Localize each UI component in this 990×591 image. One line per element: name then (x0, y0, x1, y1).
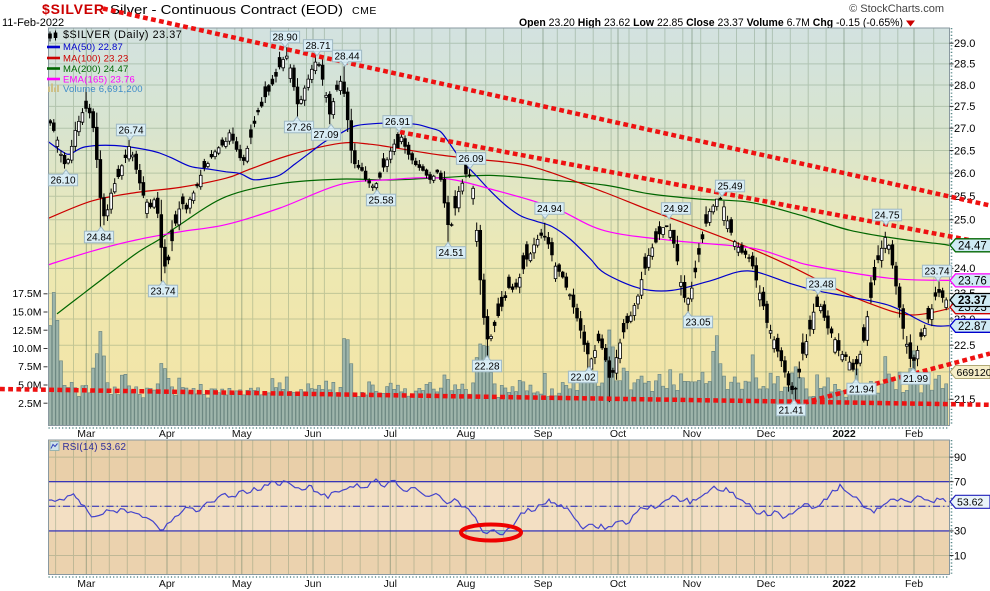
svg-text:24.92: 24.92 (663, 204, 688, 215)
svg-text:CME: CME (352, 5, 377, 17)
svg-text:Nov: Nov (683, 428, 702, 440)
svg-text:2022: 2022 (832, 428, 856, 440)
svg-text:23.74: 23.74 (924, 267, 949, 278)
svg-text:24.47: 24.47 (958, 240, 987, 252)
svg-text:24.84: 24.84 (86, 233, 111, 244)
svg-text:Oct: Oct (610, 578, 626, 590)
svg-text:10: 10 (954, 550, 966, 562)
svg-text:27.26: 27.26 (286, 123, 311, 134)
svg-text:21.99: 21.99 (903, 374, 928, 385)
svg-text:5.0M: 5.0M (18, 380, 41, 392)
svg-text:Volume 6,691,200: Volume 6,691,200 (63, 84, 143, 95)
svg-text:MA(200) 24.47: MA(200) 24.47 (63, 64, 128, 75)
svg-text:Silver - Continuous Contract (: Silver - Continuous Contract (EOD) (110, 3, 343, 17)
svg-text:53.62: 53.62 (957, 497, 983, 509)
svg-text:22.02: 22.02 (570, 373, 595, 384)
svg-text:26.10: 26.10 (50, 176, 75, 187)
svg-text:7.5M: 7.5M (18, 361, 41, 373)
svg-text:© StockCharts.com: © StockCharts.com (849, 3, 944, 15)
svg-text:22.28: 22.28 (474, 362, 499, 373)
svg-text:Mar: Mar (77, 578, 96, 590)
svg-text:Apr: Apr (159, 428, 176, 440)
svg-text:23.48: 23.48 (808, 280, 833, 291)
svg-text:28.71: 28.71 (305, 41, 330, 52)
svg-text:Feb: Feb (905, 578, 923, 590)
svg-text:May: May (232, 428, 253, 440)
svg-text:25.0: 25.0 (954, 215, 975, 227)
svg-text:27.5: 27.5 (954, 101, 975, 113)
svg-text:23.74: 23.74 (150, 287, 175, 298)
svg-text:24.51: 24.51 (438, 248, 463, 259)
svg-text:Jul: Jul (384, 428, 397, 440)
svg-text:Feb: Feb (905, 428, 923, 440)
svg-text:30: 30 (954, 526, 966, 538)
svg-text:2.5M: 2.5M (18, 398, 41, 410)
svg-text:25.58: 25.58 (368, 196, 393, 207)
svg-text:MA(50) 22.87: MA(50) 22.87 (63, 42, 123, 53)
svg-text:26.91: 26.91 (385, 117, 410, 128)
svg-text:27.0: 27.0 (954, 123, 975, 135)
svg-text:Sep: Sep (534, 578, 553, 590)
svg-text:27.09: 27.09 (313, 130, 338, 141)
svg-text:29.0: 29.0 (954, 38, 975, 50)
svg-text:26.5: 26.5 (954, 145, 975, 157)
svg-text:26.09: 26.09 (458, 154, 483, 165)
svg-text:26.0: 26.0 (954, 168, 975, 180)
svg-text:22.5: 22.5 (954, 340, 975, 352)
svg-text:23.76: 23.76 (958, 275, 987, 287)
svg-text:28.90: 28.90 (272, 33, 297, 44)
svg-text:90: 90 (954, 452, 966, 464)
svg-text:15.0M: 15.0M (12, 307, 41, 319)
svg-text:Jun: Jun (305, 578, 322, 590)
svg-text:Apr: Apr (159, 578, 176, 590)
svg-text:$SILVER (Daily) 23.37: $SILVER (Daily) 23.37 (63, 29, 182, 41)
svg-text:Jul: Jul (384, 578, 397, 590)
svg-text:Dec: Dec (757, 578, 776, 590)
svg-text:24.75: 24.75 (874, 211, 899, 222)
svg-text:11-Feb-2022: 11-Feb-2022 (2, 17, 64, 29)
svg-text:Mar: Mar (77, 428, 96, 440)
svg-text:$SILVER: $SILVER (42, 1, 104, 17)
svg-text:Aug: Aug (457, 428, 476, 440)
svg-text:25.49: 25.49 (717, 182, 742, 193)
svg-text:70: 70 (954, 477, 966, 489)
svg-text:24.94: 24.94 (537, 204, 562, 215)
svg-text:Oct: Oct (610, 428, 626, 440)
svg-text:21.41: 21.41 (778, 406, 803, 417)
svg-text:28.44: 28.44 (334, 52, 359, 63)
svg-text:EMA(165) 23.76: EMA(165) 23.76 (63, 75, 135, 86)
svg-text:22.87: 22.87 (958, 321, 987, 333)
svg-text:28.0: 28.0 (954, 80, 975, 92)
svg-text:Aug: Aug (457, 578, 476, 590)
svg-text:MA(100) 23.23: MA(100) 23.23 (63, 53, 128, 64)
svg-text:21.94: 21.94 (849, 385, 874, 396)
svg-text:May: May (232, 578, 253, 590)
svg-text:RSI(14) 53.62: RSI(14) 53.62 (63, 442, 127, 453)
svg-text:6691200: 6691200 (957, 367, 990, 379)
svg-text:Nov: Nov (683, 578, 702, 590)
svg-text:24.0: 24.0 (954, 263, 975, 275)
svg-text:Open 23.20 High 23.62 Low 22.8: Open 23.20 High 23.62 Low 22.85 Close 23… (519, 17, 903, 29)
svg-text:23.05: 23.05 (685, 318, 710, 329)
svg-text:17.5M: 17.5M (12, 288, 41, 300)
svg-text:Sep: Sep (534, 428, 553, 440)
svg-text:26.74: 26.74 (118, 126, 143, 137)
svg-text:Dec: Dec (757, 428, 776, 440)
svg-text:12.5M: 12.5M (12, 325, 41, 337)
svg-text:10.0M: 10.0M (12, 343, 41, 355)
svg-text:28.5: 28.5 (954, 59, 975, 71)
svg-text:Jun: Jun (305, 428, 322, 440)
svg-text:23.37: 23.37 (958, 295, 987, 307)
svg-text:2022: 2022 (832, 578, 856, 590)
